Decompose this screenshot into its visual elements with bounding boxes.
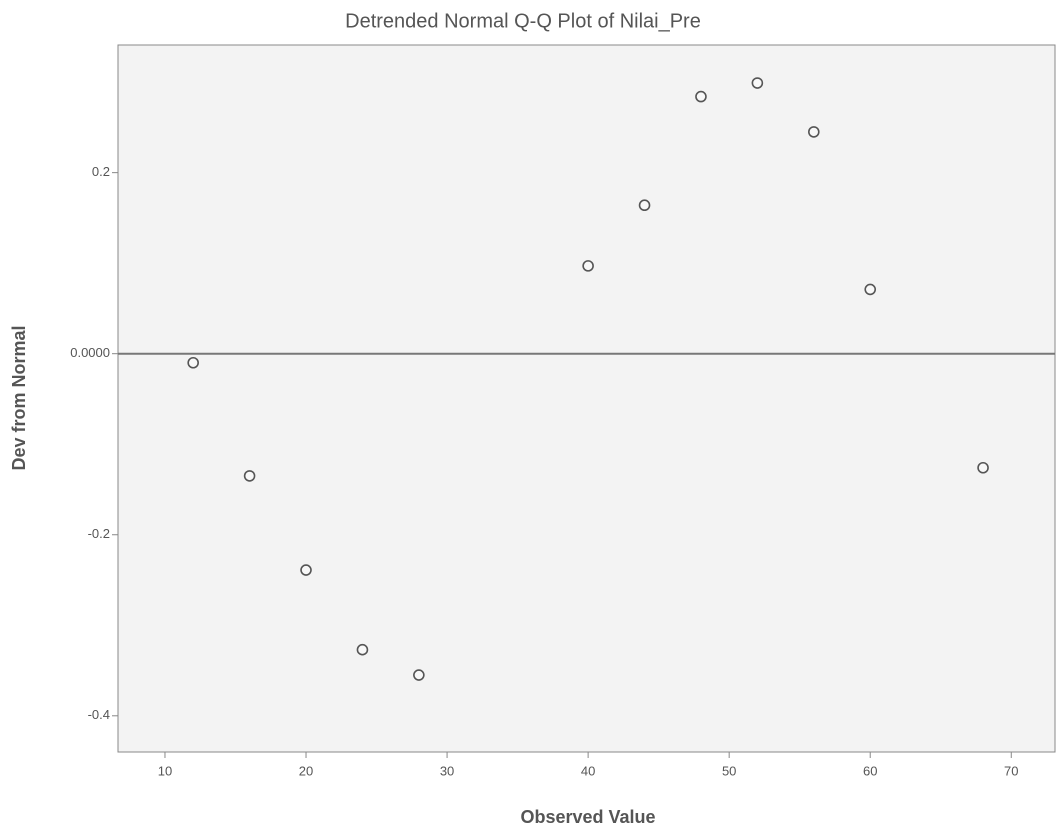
point (865, 284, 875, 294)
point (978, 463, 988, 473)
point (357, 645, 367, 655)
point (188, 358, 198, 368)
x-tick-label: 20 (299, 763, 313, 778)
y-tick-label: -0.4 (88, 707, 110, 722)
chart-title: Detrended Normal Q-Q Plot of Nilai_Pre (345, 10, 701, 32)
x-tick-label: 40 (581, 763, 595, 778)
y-tick-label: 0.2 (92, 164, 110, 179)
x-tick-label: 60 (863, 763, 877, 778)
plot-area (118, 45, 1055, 752)
x-axis-label: Observed Value (520, 807, 655, 827)
point (752, 78, 762, 88)
point (414, 670, 424, 680)
x-tick-label: 10 (158, 763, 172, 778)
point (809, 127, 819, 137)
y-tick-label: -0.2 (88, 526, 110, 541)
y-axis-label: Dev from Normal (9, 325, 29, 470)
point (245, 471, 255, 481)
point (696, 92, 706, 102)
point (583, 261, 593, 271)
point (640, 200, 650, 210)
x-tick-label: 30 (440, 763, 454, 778)
x-tick-label: 70 (1004, 763, 1018, 778)
y-tick-label: 0.0000 (70, 345, 110, 360)
point (301, 565, 311, 575)
chart: Detrended Normal Q-Q Plot of Nilai_Pre O… (0, 0, 1057, 833)
x-tick-label: 50 (722, 763, 736, 778)
